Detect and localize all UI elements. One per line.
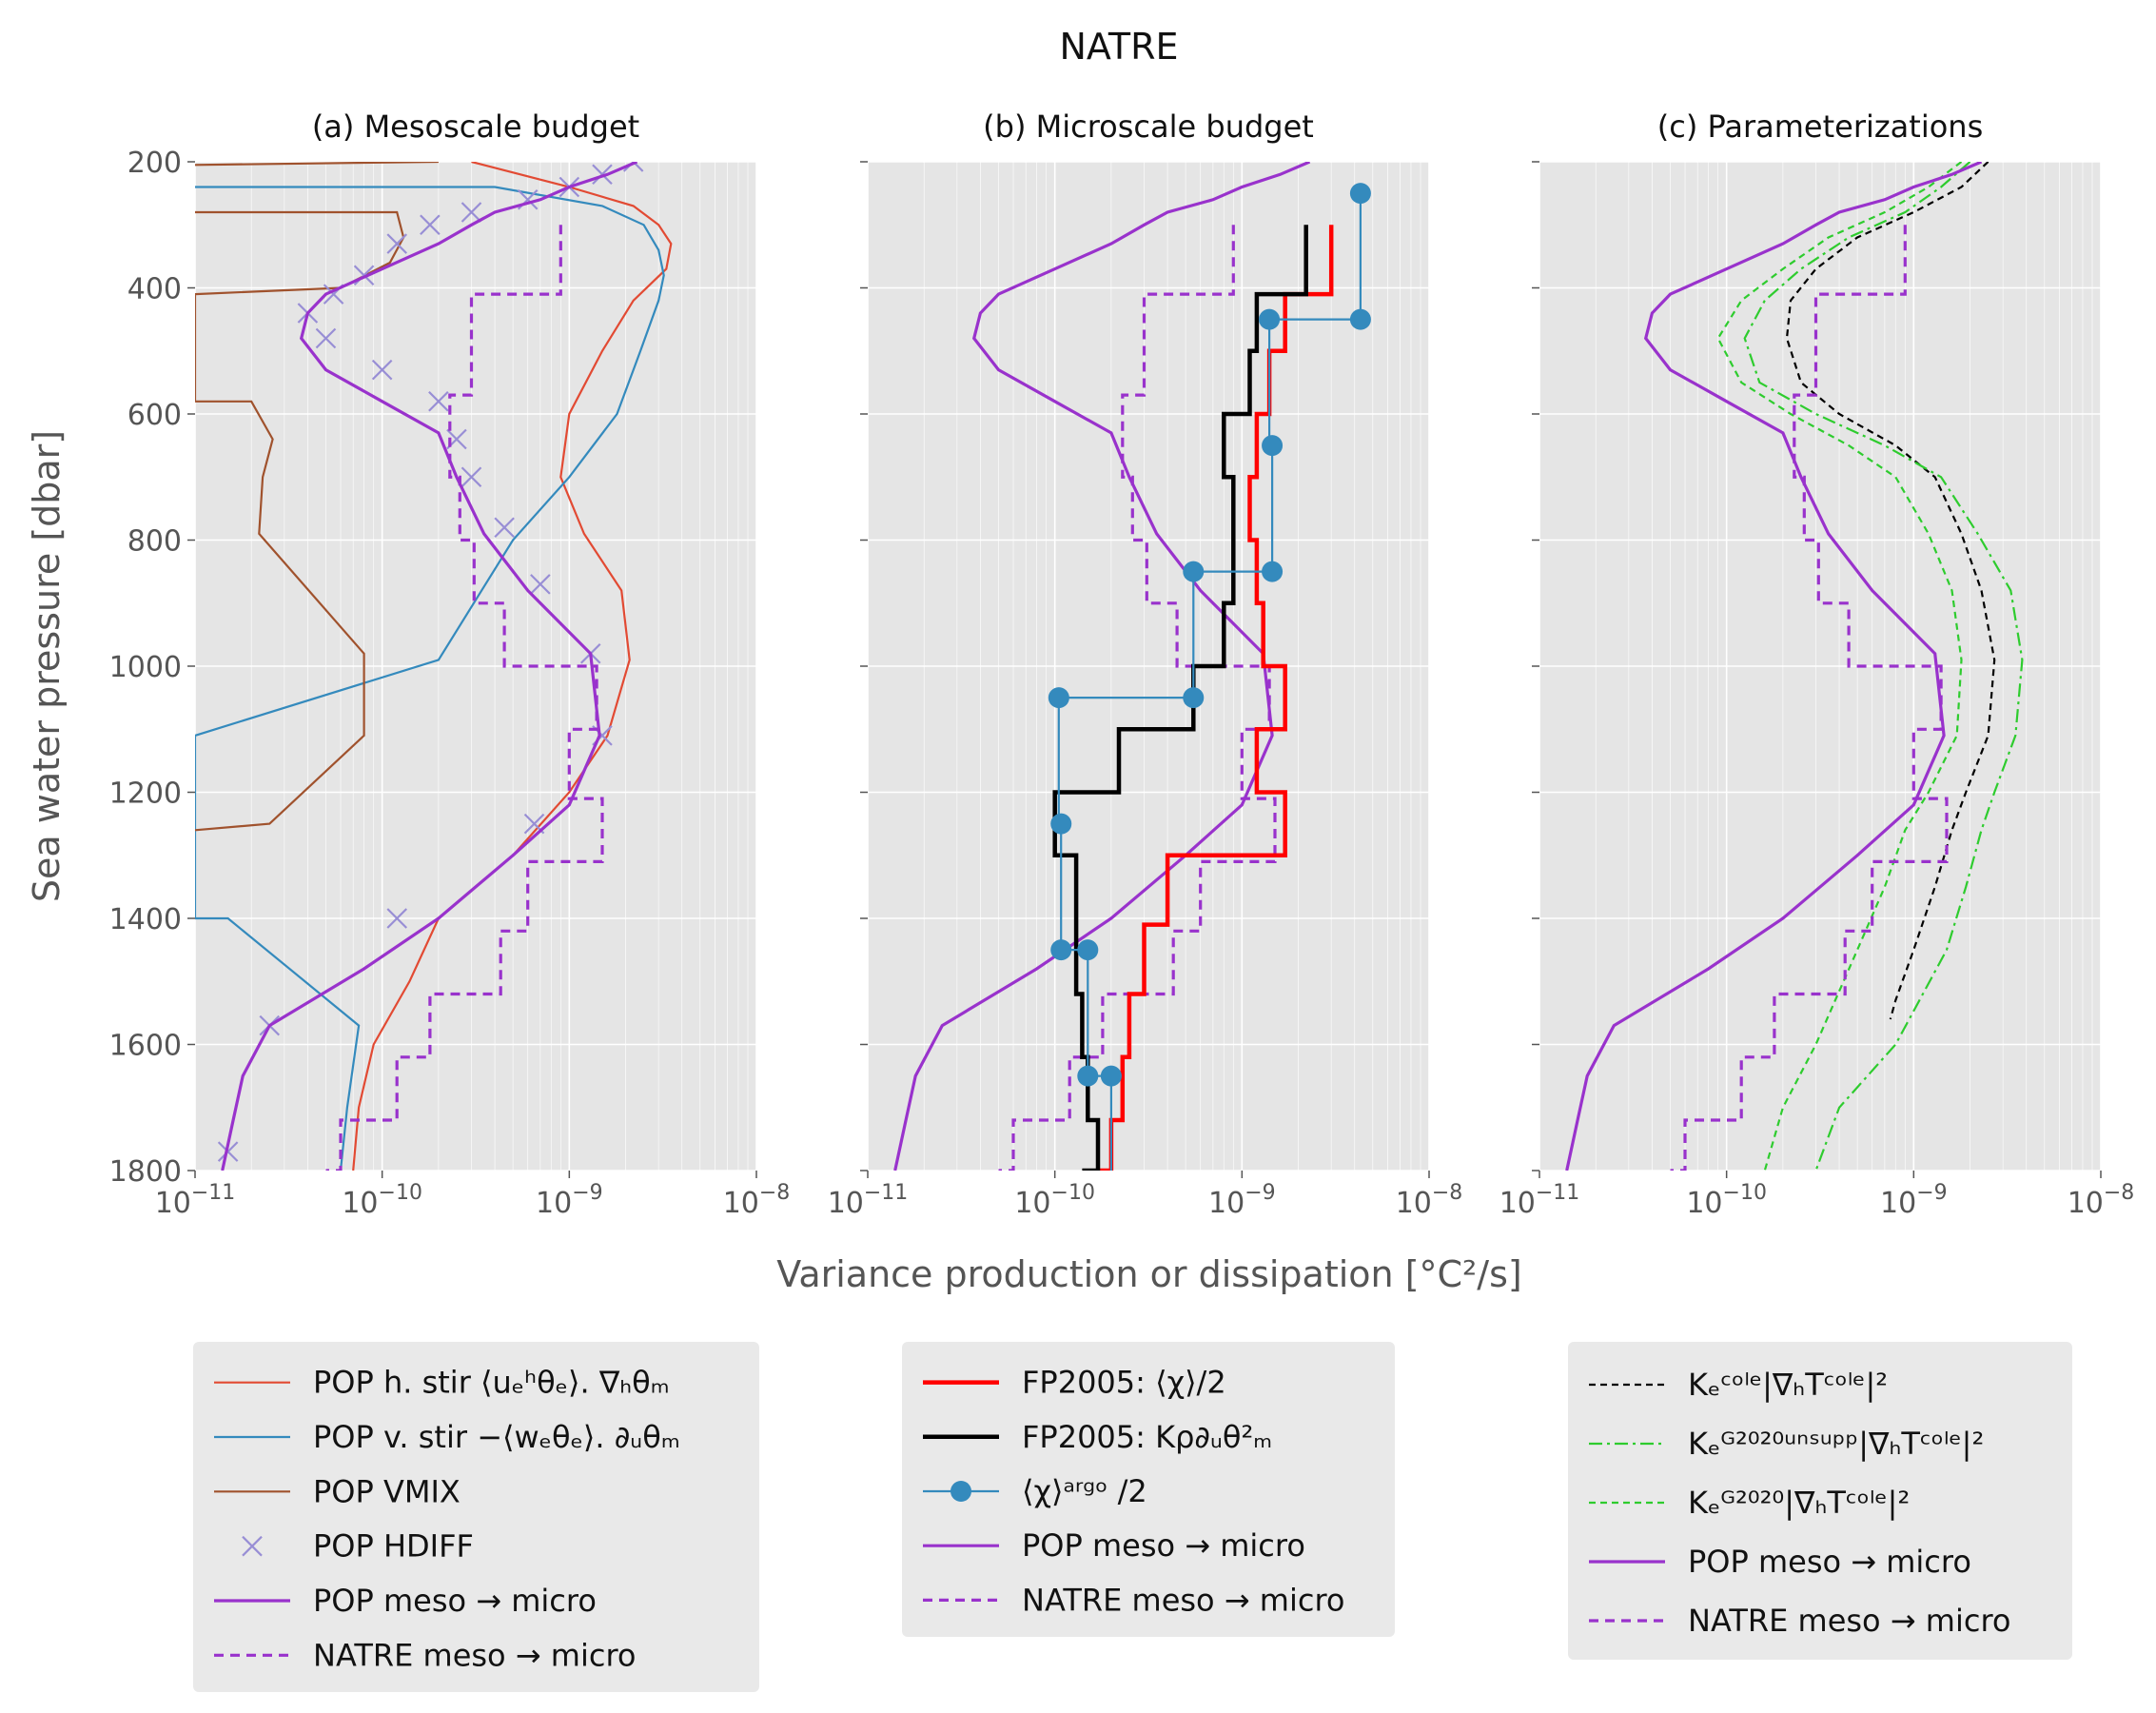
- data-point-b_argo: [1349, 183, 1371, 205]
- legend-label: ⟨χ⟩ᵃʳᵍᵒ /2: [1022, 1473, 1147, 1509]
- panel-title: (b) Microscale budget: [983, 108, 1314, 145]
- data-point-a_hdiff: [461, 466, 482, 488]
- y-tick-label: 200: [127, 147, 182, 180]
- legend-box: [902, 1342, 1395, 1637]
- legend-label: NATRE meso → micro: [313, 1637, 636, 1673]
- data-point-b_argo: [1100, 1065, 1122, 1087]
- data-point-b_argo: [1077, 939, 1099, 961]
- legend-marker: [951, 1481, 971, 1502]
- legend-label: POP HDIFF: [313, 1528, 474, 1565]
- data-point-a_hdiff: [461, 202, 482, 223]
- series-line-b_krho: [1052, 225, 1308, 1171]
- data-point-b_argo: [1259, 308, 1281, 330]
- y-axis-label: Sea water pressure [dbar]: [26, 430, 68, 902]
- legend-microscale: FP2005: ⟨χ⟩/2 FP2005: Kρ∂ᵤθ²ₘ ⟨χ⟩ᵃʳᵍᵒ /2 PO…: [902, 1342, 1395, 1637]
- panel-microscale-budget: 10−11 10−10 10−9 10−8 (b) Microscale budget: [828, 108, 1463, 1220]
- figure-suptitle: NATRE: [1059, 26, 1178, 68]
- series-line-a_vstir: [195, 186, 665, 1171]
- series-line-c_g2020u: [1743, 162, 2024, 1171]
- y-tick-label: 800: [127, 525, 182, 559]
- y-tick-label: 1800: [109, 1155, 182, 1189]
- legend-label: NATRE meso → micro: [1022, 1582, 1344, 1618]
- series-line-c_cole: [1785, 162, 1996, 1020]
- legend-label: Kₑᶜᵒˡᵉ|∇ₕTᶜᵒˡᵉ|²: [1688, 1367, 1888, 1403]
- x-tick-label: 10−8: [723, 1181, 791, 1220]
- data-point-a_hdiff: [592, 164, 613, 186]
- data-point-a_hdiff: [386, 908, 408, 929]
- panel-title: (a) Mesoscale budget: [312, 108, 639, 145]
- series-line-b_natre: [998, 225, 1277, 1171]
- series-line-b_argo: [1057, 193, 1362, 1171]
- data-point-b_argo: [1183, 687, 1205, 709]
- legend-label: FP2005: Kρ∂ᵤθ²ₘ: [1022, 1419, 1272, 1455]
- legend-label: POP meso → micro: [313, 1583, 597, 1619]
- panel-title: (c) Parameterizations: [1657, 108, 1983, 145]
- legend-box: [193, 1342, 759, 1692]
- x-tick-label: 10−10: [1686, 1181, 1767, 1220]
- legend-parameterizations: Kₑᶜᵒˡᵉ|∇ₕTᶜᵒˡᵉ|² Kₑᴳ²⁰²⁰ᵘⁿˢᵘᵖᵖ|∇ₕTᶜᵒˡᵉ|² K…: [1568, 1342, 2072, 1660]
- y-tick-label: 600: [127, 399, 182, 432]
- data-point-b_argo: [1048, 687, 1069, 709]
- x-tick-label: 10−9: [1208, 1181, 1276, 1220]
- legend-marker: [242, 1535, 263, 1557]
- x-tick-label: 10−11: [155, 1181, 236, 1220]
- y-tick-label: 1000: [109, 651, 182, 684]
- data-point-b_argo: [1050, 813, 1072, 835]
- y-tick-label: 400: [127, 273, 182, 306]
- x-tick-label: 10−8: [1396, 1181, 1463, 1220]
- legend-label: POP meso → micro: [1688, 1544, 1971, 1580]
- legend-label: FP2005: ⟨χ⟩/2: [1022, 1365, 1226, 1401]
- data-point-a_hdiff: [315, 327, 337, 349]
- x-tick-label: 10−9: [1880, 1181, 1948, 1220]
- data-point-a_hdiff: [353, 265, 375, 286]
- series-line-c_pop: [1565, 162, 1983, 1171]
- legend-label: POP h. stir ⟨uₑʰθₑ⟩. ∇ₕθₘ: [313, 1365, 670, 1401]
- legend-label: NATRE meso → micro: [1688, 1603, 2010, 1639]
- legend-label: Kₑᴳ²⁰²⁰ᵘⁿˢᵘᵖᵖ|∇ₕTᶜᵒˡᵉ|²: [1688, 1426, 1984, 1462]
- data-point-a_hdiff: [371, 359, 393, 381]
- x-tick-label: 10−10: [342, 1181, 422, 1220]
- data-point-a_hdiff: [428, 390, 449, 412]
- data-point-b_argo: [1077, 1065, 1099, 1087]
- panel-mesoscale-budget: 10−11 10−10 10−9 10−8 200 400 600 800 1000 1200 14…: [109, 108, 791, 1220]
- x-tick-label: 10−8: [2068, 1181, 2135, 1220]
- x-tick-label: 10−9: [536, 1181, 603, 1220]
- series-line-c_natre: [1670, 225, 1949, 1171]
- legend-label: POP VMIX: [313, 1473, 461, 1509]
- series-line-a_hstep: [195, 162, 439, 167]
- data-point-a_hdiff: [420, 214, 441, 236]
- y-tick-label: 1600: [109, 1030, 182, 1063]
- x-tick-label: 10−11: [828, 1181, 909, 1220]
- data-point-b_argo: [1050, 939, 1072, 961]
- y-tick-label: 1200: [109, 778, 182, 811]
- x-tick-label: 10−11: [1499, 1181, 1580, 1220]
- series-line-a_pop: [221, 162, 638, 1171]
- legend-mesoscale: POP h. stir ⟨uₑʰθₑ⟩. ∇ₕθₘ POP v. stir −⟨w…: [193, 1342, 759, 1692]
- legend-label: POP meso → micro: [1022, 1527, 1305, 1564]
- data-point-a_hdiff: [530, 574, 551, 595]
- data-point-b_argo: [1349, 308, 1371, 330]
- y-tick-label: 1400: [109, 903, 182, 936]
- series-line-a_hstir: [352, 162, 673, 1171]
- data-point-a_hdiff: [217, 1141, 239, 1162]
- series-line-a_natre: [325, 225, 604, 1171]
- data-point-a_hdiff: [494, 517, 515, 539]
- data-point-b_argo: [1262, 561, 1284, 582]
- data-point-b_argo: [1262, 435, 1284, 457]
- x-axis-label: Variance production or dissipation [°C²/…: [776, 1253, 1521, 1295]
- data-point-a_hdiff: [622, 162, 644, 172]
- legend-label: POP v. stir −⟨wₑθₑ⟩. ∂ᵤθₘ: [313, 1419, 680, 1455]
- data-point-a_hdiff: [386, 233, 408, 254]
- legend-label: Kₑᴳ²⁰²⁰|∇ₕTᶜᵒˡᵉ|²: [1688, 1485, 1910, 1521]
- data-point-b_argo: [1183, 561, 1205, 582]
- x-tick-label: 10−10: [1014, 1181, 1095, 1220]
- panel-parameterizations: 10−11 10−10 10−9 10−8 (c) Parameterizations: [1499, 108, 2135, 1220]
- legend-box: [1568, 1342, 2072, 1660]
